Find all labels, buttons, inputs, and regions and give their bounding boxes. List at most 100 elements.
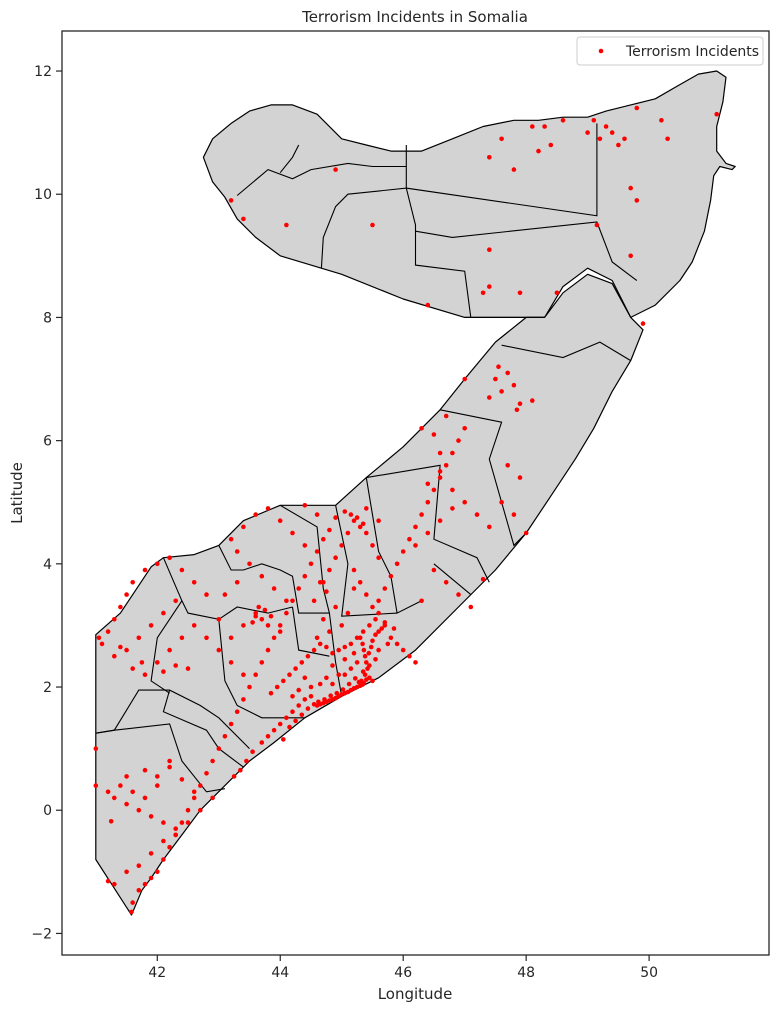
x-tick-label: 50 — [640, 965, 658, 981]
incident-point — [376, 555, 381, 560]
incident-point — [370, 678, 375, 684]
incident-point — [450, 506, 455, 511]
incident-point — [339, 543, 345, 548]
incident-point — [385, 641, 391, 647]
incident-point — [360, 641, 365, 647]
incident-point — [348, 641, 354, 647]
y-tick-label: 2 — [43, 680, 52, 696]
incident-point — [514, 407, 520, 413]
incident-point — [379, 626, 385, 631]
incident-point — [659, 118, 664, 123]
incident-point — [517, 401, 523, 407]
incident-point — [124, 869, 129, 875]
incident-point — [311, 598, 317, 604]
incident-point — [234, 580, 240, 585]
incident-point — [305, 653, 311, 659]
incident-point — [366, 650, 372, 656]
incident-point — [284, 222, 289, 228]
y-axis: −2 0 2 4 6 8 10 12 — [31, 64, 62, 942]
incident-point — [105, 789, 111, 795]
incident-point — [511, 512, 517, 517]
incident-point — [130, 900, 135, 905]
incident-point — [191, 795, 197, 801]
incident-point — [316, 699, 321, 705]
incident-point — [640, 321, 646, 326]
incident-point — [290, 530, 295, 536]
incident-point — [357, 524, 363, 530]
incident-point — [364, 506, 369, 511]
incident-point — [370, 604, 375, 610]
incident-point — [222, 734, 228, 739]
incident-point — [480, 290, 486, 296]
incident-point — [603, 124, 609, 129]
incident-point — [204, 592, 209, 597]
incident-point — [234, 709, 240, 714]
land-north — [202, 70, 736, 318]
incident-point — [142, 672, 148, 677]
incident-point — [505, 370, 511, 376]
incident-point — [376, 610, 381, 616]
incident-point — [93, 783, 99, 788]
incident-point — [148, 814, 154, 819]
incident-point — [222, 592, 228, 597]
incident-point — [136, 635, 142, 641]
incident-point — [228, 660, 234, 665]
incident-point — [296, 586, 302, 591]
incident-point — [185, 666, 191, 671]
incident-point — [376, 629, 381, 634]
incident-point — [161, 820, 166, 825]
incident-point — [96, 635, 102, 641]
incident-point — [665, 136, 670, 142]
y-tick-label: 10 — [34, 187, 52, 203]
incident-point — [161, 669, 166, 674]
incident-point — [591, 118, 597, 123]
incident-point — [348, 512, 354, 517]
incident-point — [450, 450, 455, 456]
incident-point — [333, 604, 338, 610]
incident-point — [382, 623, 388, 628]
incident-point — [155, 660, 160, 665]
incident-point — [290, 709, 295, 714]
incident-point — [450, 487, 455, 493]
incident-point — [185, 820, 191, 825]
incident-point — [259, 660, 265, 665]
incident-point — [373, 657, 378, 662]
incident-point — [250, 749, 255, 754]
incident-point — [139, 660, 145, 665]
incident-point — [259, 740, 265, 745]
incident-point — [311, 647, 317, 653]
incident-point — [118, 604, 123, 610]
region-border — [433, 563, 472, 596]
x-tick-label: 42 — [148, 965, 166, 981]
region-border — [218, 619, 305, 719]
incident-point — [354, 660, 360, 665]
incident-point — [351, 518, 357, 523]
incident-point — [376, 518, 381, 523]
incident-point — [382, 586, 388, 591]
incident-point — [324, 644, 329, 650]
incident-point — [271, 586, 277, 591]
land-layer — [95, 70, 736, 916]
incident-point — [136, 863, 142, 868]
incident-point — [419, 598, 424, 604]
chart-title: Terrorism Incidents in Somalia — [301, 8, 528, 26]
incident-point — [105, 878, 111, 884]
incident-point — [322, 697, 327, 702]
incident-point — [437, 469, 443, 474]
incident-point — [287, 672, 292, 677]
incident-point — [425, 302, 431, 308]
incident-point — [281, 737, 286, 742]
incident-point — [364, 592, 369, 597]
incident-point — [342, 657, 348, 662]
plot-area — [93, 70, 736, 916]
incident-point — [268, 690, 274, 696]
incident-point — [302, 675, 308, 681]
incident-point — [487, 284, 492, 289]
incident-point — [308, 684, 314, 690]
incident-point — [281, 678, 286, 684]
land-south — [95, 273, 644, 916]
incident-point — [505, 463, 511, 468]
incident-point — [308, 561, 314, 567]
region-borders — [95, 123, 638, 793]
incident-point — [594, 222, 600, 228]
